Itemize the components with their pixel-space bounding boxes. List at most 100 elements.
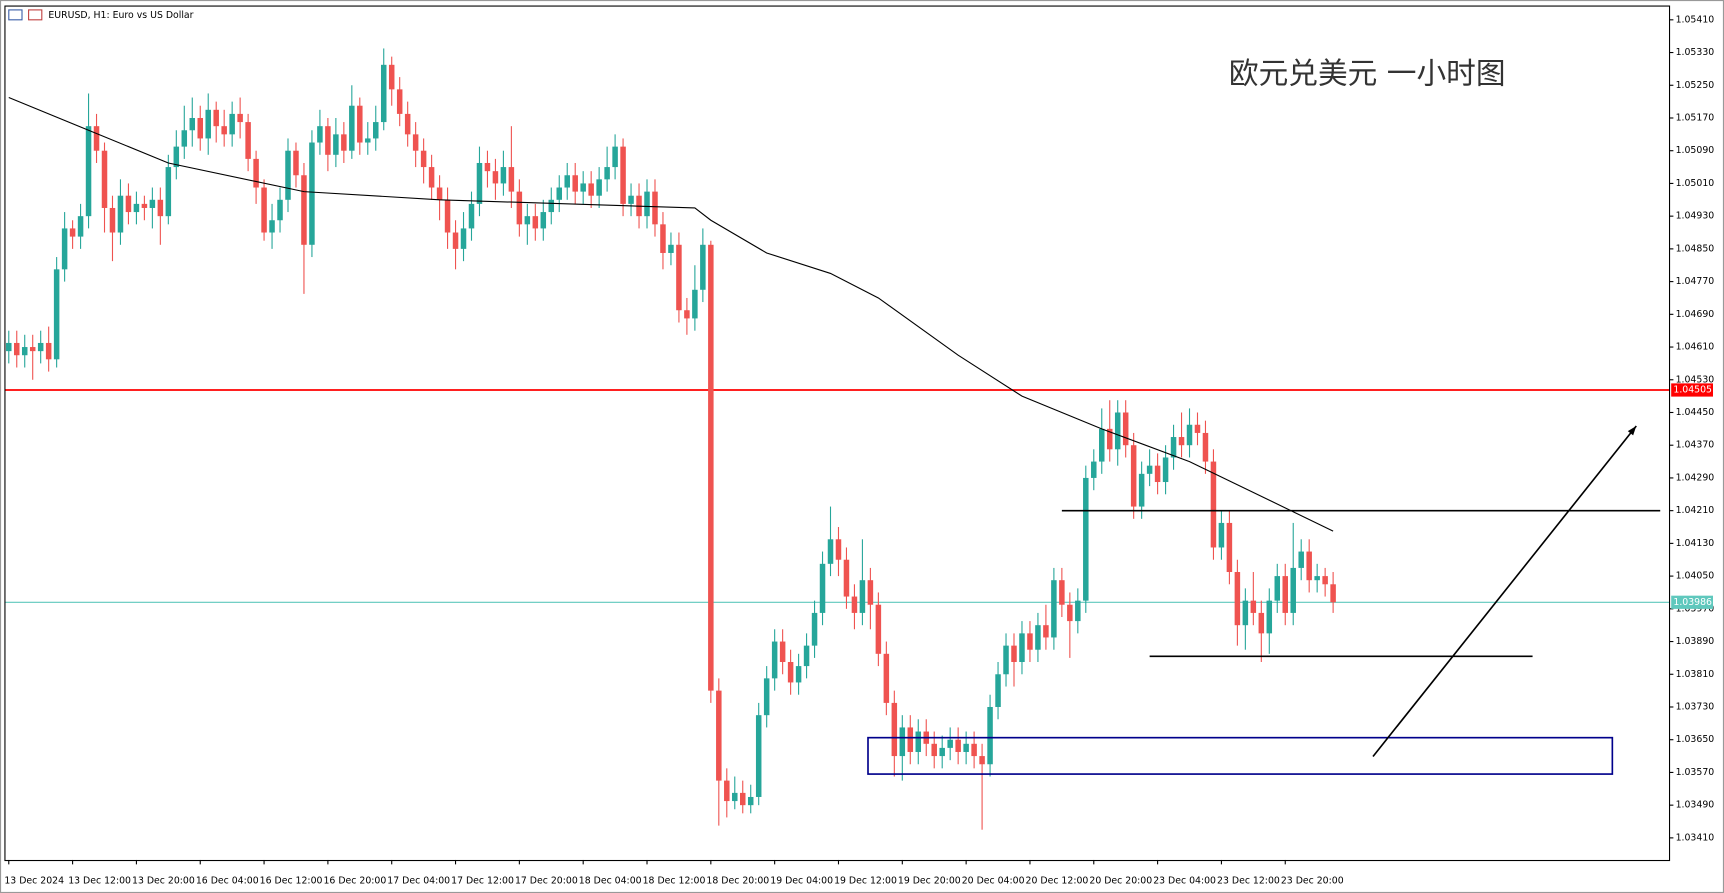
candle-body <box>45 342 52 360</box>
candle-body <box>875 604 882 654</box>
x-tick-label: 20 Dec 20:00 <box>1089 875 1152 886</box>
candle-body <box>1154 465 1161 483</box>
candle-body <box>309 142 315 245</box>
candle-body <box>1186 424 1193 446</box>
x-tick-label: 18 Dec 20:00 <box>706 875 769 886</box>
candle-body <box>69 228 76 237</box>
candle-body <box>357 105 363 143</box>
x-tick-label: 16 Dec 20:00 <box>323 875 386 886</box>
candle-body <box>245 122 251 159</box>
candle-body <box>1091 461 1097 478</box>
candle-body <box>540 212 547 229</box>
candle-body <box>851 596 858 613</box>
x-tick-label: 23 Dec 12:00 <box>1217 875 1280 886</box>
candle-body <box>939 747 945 757</box>
x-tick-label: 13 Dec 20:00 <box>132 875 195 886</box>
candle-body <box>37 342 44 352</box>
y-tick-label: 1.03650 <box>1676 734 1715 745</box>
y-tick-label: 1.05250 <box>1676 80 1715 91</box>
candle-body <box>1051 580 1057 638</box>
candle-body <box>460 228 467 249</box>
candle-body <box>277 199 283 221</box>
candle-body <box>843 559 850 597</box>
candle-body <box>1306 551 1312 581</box>
y-tick-label: 1.04130 <box>1676 538 1715 549</box>
price-label: 1.03986 <box>1673 597 1712 608</box>
candle-body <box>1146 465 1153 474</box>
candle-body <box>572 175 578 192</box>
y-tick-label: 1.03490 <box>1676 800 1715 811</box>
candle-body <box>269 220 275 233</box>
candle-body <box>779 641 786 662</box>
x-tick-label: 17 Dec 20:00 <box>515 875 578 886</box>
y-tick-label: 1.04370 <box>1676 440 1715 451</box>
candle-body <box>285 150 291 200</box>
candle-body <box>755 715 762 797</box>
candle-body <box>428 167 435 188</box>
candle-body <box>827 539 834 564</box>
candle-body <box>1314 576 1320 581</box>
moving-average <box>8 97 1334 532</box>
candle-body <box>349 105 355 151</box>
candle-body <box>420 150 427 168</box>
candle-body <box>412 134 419 151</box>
candle-body <box>1099 428 1105 462</box>
price-label: 1.04505 <box>1673 384 1712 395</box>
y-tick-label: 1.03730 <box>1676 701 1715 712</box>
candle-body <box>13 342 20 356</box>
candle-body <box>859 580 866 613</box>
candle-body <box>444 199 451 233</box>
plot-layer: 1.05410 1.05330 1.05250 1.05170 1.05090 1.050… <box>4 14 1714 886</box>
icon <box>8 9 23 21</box>
candle-body <box>1194 424 1201 433</box>
candle-body <box>724 780 730 802</box>
candle-body <box>931 743 937 757</box>
candle-body <box>995 674 1001 707</box>
x-tick-label: 18 Dec 04:00 <box>579 875 642 886</box>
candle-body <box>1250 600 1257 613</box>
candle-body <box>1234 572 1241 626</box>
candle-body <box>85 126 92 217</box>
candle-body <box>1035 625 1041 650</box>
candle-body <box>564 175 570 188</box>
candle-body <box>732 792 738 802</box>
candle-body <box>301 175 307 245</box>
candle-body <box>1083 477 1089 601</box>
candle-body <box>133 203 140 213</box>
y-tick-label: 1.04450 <box>1676 407 1715 418</box>
candle-body <box>1178 437 1185 446</box>
candle-body <box>484 162 491 172</box>
candle-body <box>61 228 68 270</box>
candle-body <box>628 195 634 204</box>
x-tick-label: 13 Dec 12:00 <box>68 875 131 886</box>
candle-body <box>1003 645 1009 675</box>
candle-body <box>468 203 475 229</box>
candle-body <box>508 167 515 192</box>
candle-body <box>500 167 507 184</box>
candle-body <box>333 134 339 155</box>
candle-body <box>907 727 914 752</box>
y-tick-label: 1.04690 <box>1676 309 1715 320</box>
candle-body <box>516 191 523 225</box>
x-tick-label: 19 Dec 12:00 <box>834 875 897 886</box>
candle-body <box>1122 412 1129 446</box>
candle-body <box>684 310 690 319</box>
candle-body <box>1202 432 1209 462</box>
candle-body <box>747 796 754 806</box>
candle-body <box>763 678 770 716</box>
candle-body <box>548 199 555 213</box>
candle-body <box>77 216 84 237</box>
zone-box <box>867 736 1614 775</box>
y-tick-label: 1.04930 <box>1676 211 1715 222</box>
candle-body <box>787 661 794 683</box>
candle-body <box>676 244 682 311</box>
candle-body <box>1075 600 1081 622</box>
y-tick-label: 1.04770 <box>1676 276 1715 287</box>
candle-body <box>620 146 626 204</box>
candle-body <box>867 580 874 605</box>
candle-body <box>165 167 172 217</box>
candle-body <box>1106 428 1113 450</box>
candle-body <box>708 244 714 691</box>
y-tick-label: 1.04290 <box>1676 472 1715 483</box>
